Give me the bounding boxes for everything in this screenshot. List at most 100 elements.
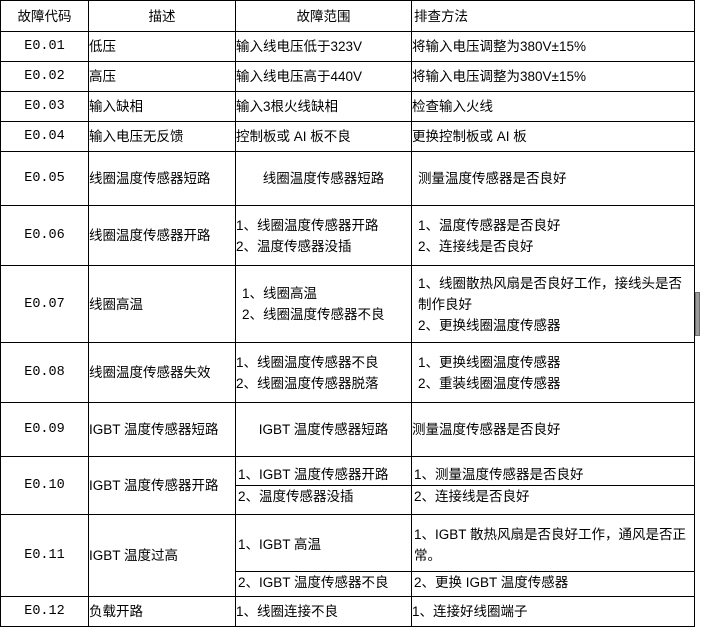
cell-description: 高压 — [88, 61, 236, 92]
subrow: 2、IGBT 温度传感器不良 — [236, 572, 411, 594]
table-body: E0.01 低压 输入线电压低于323V 将输入电压调整为380V±15% E0… — [0, 31, 695, 627]
fault-range-line: 2、温度传感器没插 — [238, 489, 354, 504]
cell-fault-code: E0.03 — [0, 91, 89, 122]
cell-troubleshooting: 检查输入火线 — [411, 91, 695, 122]
cell-troubleshooting: 1、测量温度传感器是否良好 2、连接线是否良好 — [411, 456, 695, 515]
cell-fault-code: E0.07 — [0, 265, 89, 343]
cell-fault-range: 输入线电压高于440V — [235, 61, 412, 92]
subrow: 1、IGBT 散热风扇是否良好工作，通风是否正常。 — [412, 518, 694, 572]
troubleshooting-line: 2、连接线是否良好 — [418, 238, 534, 254]
scrollbar-thumb-artifact[interactable] — [695, 292, 700, 336]
fault-range-subtable: 1、IGBT 温度传感器开路 2、温度传感器没插 — [236, 464, 411, 507]
table-row: E0.01 低压 输入线电压低于323V 将输入电压调整为380V±15% — [0, 31, 695, 62]
cell-fault-range: 1、IGBT 高温 2、IGBT 温度传感器不良 — [235, 514, 412, 597]
fault-range-line: 2、IGBT 温度传感器不良 — [238, 575, 389, 590]
troubleshooting-line: 2、连接线是否良好 — [414, 489, 530, 504]
subrow: 1、测量温度传感器是否良好 — [412, 464, 694, 486]
cell-fault-range: 控制板或 AI 板不良 — [235, 121, 412, 152]
cell-fault-code: E0.11 — [0, 514, 89, 597]
cell-fault-code: E0.10 — [0, 456, 89, 515]
column-header-description: 描述 — [88, 0, 236, 32]
cell-troubleshooting: 1、连接好线圈端子 — [411, 596, 695, 627]
cell-description: 输入电压无反馈 — [88, 121, 236, 152]
troubleshooting-line: 1、更换线圈温度传感器 — [418, 354, 561, 370]
fault-range-line: 1、IGBT 高温 — [236, 518, 411, 572]
cell-fault-code: E0.01 — [0, 31, 89, 62]
cell-fault-code: E0.08 — [0, 342, 89, 403]
fault-range-line: 1、线圈温度传感器开路 — [236, 217, 379, 233]
cell-description: 输入缺相 — [88, 91, 236, 122]
troubleshooting-subtable: 1、测量温度传感器是否良好 2、连接线是否良好 — [412, 464, 694, 507]
cell-description: 线圈温度传感器开路 — [88, 205, 236, 266]
troubleshooting-line: 1、线圈散热风扇是否良好工作，接线头是否制作良好 — [418, 275, 683, 312]
cell-troubleshooting: 将输入电压调整为380V±15% — [411, 61, 695, 92]
cell-fault-code: E0.09 — [0, 402, 89, 457]
fault-range-line: 2、温度传感器没插 — [236, 238, 352, 254]
troubleshooting-line: 1、温度传感器是否良好 — [418, 217, 561, 233]
cell-description: 线圈温度传感器短路 — [88, 151, 236, 206]
cell-description: 线圈温度传感器失效 — [88, 342, 236, 403]
cell-fault-range: 输入3根火线缺相 — [235, 91, 412, 122]
troubleshooting-line: 2、更换线圈温度传感器 — [418, 317, 561, 333]
table-header-row: 故障代码 描述 故障范围 排查方法 — [0, 0, 695, 32]
table-row: E0.06 线圈温度传感器开路 1、线圈温度传感器开路 2、温度传感器没插 1、… — [0, 205, 695, 266]
subrow: 2、连接线是否良好 — [412, 486, 694, 508]
column-header-fault-range: 故障范围 — [235, 0, 412, 32]
cell-troubleshooting: 将输入电压调整为380V±15% — [411, 31, 695, 62]
subrow: 2、更换 IGBT 温度传感器 — [412, 572, 694, 594]
cell-troubleshooting: 1、IGBT 散热风扇是否良好工作，通风是否正常。 2、更换 IGBT 温度传感… — [411, 514, 695, 597]
table-row: E0.10 IGBT 温度传感器开路 1、IGBT 温度传感器开路 2、温度传感… — [0, 456, 695, 515]
table-row: E0.08 线圈温度传感器失效 1、线圈温度传感器不良 2、线圈温度传感器脱落 … — [0, 342, 695, 403]
table-header: 故障代码 描述 故障范围 排查方法 — [0, 0, 695, 32]
fault-range-line: 1、线圈温度传感器不良 — [236, 354, 379, 370]
cell-troubleshooting: 1、更换线圈温度传感器 2、重装线圈温度传感器 — [411, 342, 695, 403]
fault-range-line: 2、线圈温度传感器不良 — [242, 307, 385, 322]
cell-description: IGBT 温度传感器短路 — [88, 402, 236, 457]
troubleshooting-line: 2、更换 IGBT 温度传感器 — [414, 575, 569, 590]
table-row: E0.05 线圈温度传感器短路 线圈温度传感器短路 测量温度传感器是否良好 — [0, 151, 695, 206]
cell-description: IGBT 温度过高 — [88, 514, 236, 597]
cell-fault-range: 输入线电压低于323V — [235, 31, 412, 62]
fault-range-line: 2、线圈温度传感器脱落 — [236, 375, 379, 391]
cell-troubleshooting: 1、温度传感器是否良好 2、连接线是否良好 — [411, 205, 695, 266]
cell-fault-range: 1、IGBT 温度传感器开路 2、温度传感器没插 — [235, 456, 412, 515]
subrow: 2、温度传感器没插 — [236, 486, 411, 508]
table-row: E0.11 IGBT 温度过高 1、IGBT 高温 2、IGBT 温度传感器不良… — [0, 514, 695, 597]
troubleshooting-subtable: 1、IGBT 散热风扇是否良好工作，通风是否正常。 2、更换 IGBT 温度传感… — [412, 518, 694, 593]
cell-fault-code: E0.02 — [0, 61, 89, 92]
cell-troubleshooting: 测量温度传感器是否良好 — [411, 402, 695, 457]
cell-description: 线圈高温 — [88, 265, 236, 343]
table-row: E0.03 输入缺相 输入3根火线缺相 检查输入火线 — [0, 91, 695, 122]
cell-fault-code: E0.04 — [0, 121, 89, 152]
cell-fault-code: E0.05 — [0, 151, 89, 206]
cell-fault-range: 1、线圈温度传感器开路 2、温度传感器没插 — [235, 205, 412, 266]
table-row: E0.07 线圈高温 1、线圈高温 2、线圈温度传感器不良 1、线圈散热风扇是否… — [0, 265, 695, 343]
table-row: E0.09 IGBT 温度传感器短路 IGBT 温度传感器短路 测量温度传感器是… — [0, 402, 695, 457]
troubleshooting-line: 1、测量温度传感器是否良好 — [412, 464, 694, 486]
cell-fault-range: IGBT 温度传感器短路 — [235, 402, 412, 457]
troubleshooting-line: 2、重装线圈温度传感器 — [418, 375, 561, 391]
cell-fault-code: E0.12 — [0, 596, 89, 627]
column-header-fault-code: 故障代码 — [0, 0, 89, 32]
cell-fault-range: 1、线圈温度传感器不良 2、线圈温度传感器脱落 — [235, 342, 412, 403]
cell-troubleshooting: 更换控制板或 AI 板 — [411, 121, 695, 152]
troubleshooting-line: 1、IGBT 散热风扇是否良好工作，通风是否正常。 — [412, 518, 694, 572]
cell-description: IGBT 温度传感器开路 — [88, 456, 236, 515]
column-header-troubleshooting: 排查方法 — [411, 0, 695, 32]
cell-fault-code: E0.06 — [0, 205, 89, 266]
subrow: 1、IGBT 高温 — [236, 518, 411, 572]
cell-description: 低压 — [88, 31, 236, 62]
table-row: E0.04 输入电压无反馈 控制板或 AI 板不良 更换控制板或 AI 板 — [0, 121, 695, 152]
cell-fault-range: 1、线圈连接不良 — [235, 596, 412, 627]
cell-troubleshooting: 测量温度传感器是否良好 — [411, 151, 695, 206]
cell-troubleshooting: 1、线圈散热风扇是否良好工作，接线头是否制作良好 2、更换线圈温度传感器 — [411, 265, 695, 343]
fault-range-line: 1、IGBT 温度传感器开路 — [236, 464, 411, 486]
subrow: 1、IGBT 温度传感器开路 — [236, 464, 411, 486]
table-row: E0.02 高压 输入线电压高于440V 将输入电压调整为380V±15% — [0, 61, 695, 92]
cell-fault-range: 线圈温度传感器短路 — [235, 151, 412, 206]
fault-range-subtable: 1、IGBT 高温 2、IGBT 温度传感器不良 — [236, 518, 411, 593]
table-row: E0.12 负载开路 1、线圈连接不良 1、连接好线圈端子 — [0, 596, 695, 627]
cell-fault-range: 1、线圈高温 2、线圈温度传感器不良 — [235, 265, 412, 343]
